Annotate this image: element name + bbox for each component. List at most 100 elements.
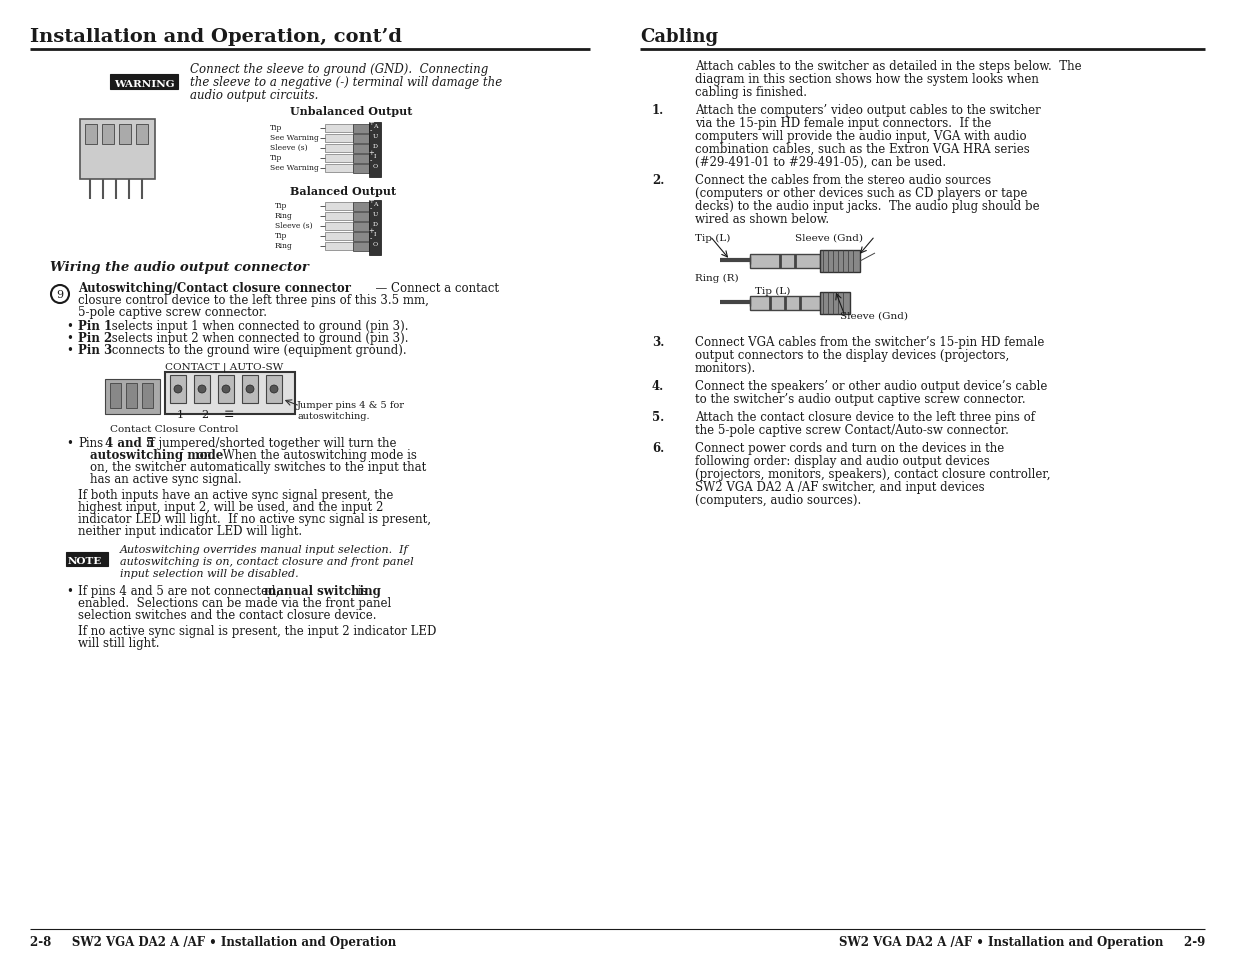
Bar [170, 375, 186, 403]
Bar [353, 233, 369, 242]
Text: U: U [373, 133, 378, 139]
Text: Ring: Ring [275, 242, 293, 250]
Bar [325, 203, 353, 211]
Text: +: + [368, 149, 374, 157]
Text: 5-pole captive screw connector.: 5-pole captive screw connector. [78, 306, 267, 318]
Text: Connect the cables from the stereo audio sources: Connect the cables from the stereo audio… [695, 173, 992, 187]
Bar [750, 254, 820, 269]
Text: WARNING: WARNING [114, 80, 174, 89]
Text: -: - [369, 127, 372, 135]
Text: Jumper pins 4 & 5 for: Jumper pins 4 & 5 for [296, 400, 405, 410]
Text: If both inputs have an active sync signal present, the: If both inputs have an active sync signa… [78, 489, 394, 501]
Bar [353, 165, 369, 173]
Bar [136, 125, 148, 145]
Text: indicator LED will light.  If no active sync signal is present,: indicator LED will light. If no active s… [78, 513, 431, 525]
Text: -: - [369, 205, 372, 213]
Text: Autoswitching/Contact closure connector: Autoswitching/Contact closure connector [78, 282, 351, 294]
Bar [353, 213, 369, 222]
Text: combination cables, such as the Extron VGA HRA series: combination cables, such as the Extron V… [695, 143, 1030, 156]
Bar [105, 379, 161, 415]
Text: input selection will be disabled.: input selection will be disabled. [120, 568, 299, 578]
Bar [110, 75, 178, 90]
Text: SW2 VGA DA2 A /AF • Installation and Operation     2-9: SW2 VGA DA2 A /AF • Installation and Ope… [839, 935, 1205, 948]
Text: O: O [373, 164, 378, 169]
Text: 4 and 5: 4 and 5 [101, 436, 154, 450]
Text: +: + [368, 119, 374, 127]
Bar [103, 125, 114, 145]
Text: (computers or other devices such as CD players or tape: (computers or other devices such as CD p… [695, 187, 1028, 200]
Text: -: - [369, 157, 372, 165]
Text: Cabling: Cabling [640, 28, 718, 46]
Text: on, the switcher automatically switches to the input that: on, the switcher automatically switches … [90, 460, 426, 474]
Text: Attach cables to the switcher as detailed in the steps below.  The: Attach cables to the switcher as detaile… [695, 60, 1082, 73]
Text: diagram in this section shows how the system looks when: diagram in this section shows how the sy… [695, 73, 1039, 86]
Text: If no active sync signal is present, the input 2 indicator LED: If no active sync signal is present, the… [78, 624, 436, 638]
Text: Ring (R): Ring (R) [695, 274, 739, 283]
Text: O: O [373, 242, 378, 247]
Text: is: is [354, 584, 368, 598]
Text: Sleeve (s): Sleeve (s) [275, 222, 312, 230]
Text: Pin 3: Pin 3 [78, 344, 112, 356]
Bar [85, 125, 98, 145]
Bar [194, 375, 210, 403]
Text: Balanced Output: Balanced Output [290, 186, 396, 196]
Text: Sleeve (Gnd): Sleeve (Gnd) [840, 312, 908, 320]
Bar [325, 154, 353, 163]
Text: selects input 2 when connected to ground (pin 3).: selects input 2 when connected to ground… [107, 332, 409, 345]
Text: Sleeve (s): Sleeve (s) [270, 144, 308, 152]
Text: monitors).: monitors). [695, 361, 756, 375]
Text: will still light.: will still light. [78, 637, 159, 649]
Text: output connectors to the display devices (projectors,: output connectors to the display devices… [695, 349, 1009, 361]
Text: closure control device to the left three pins of this 3.5 mm,: closure control device to the left three… [78, 294, 429, 307]
Bar [165, 373, 295, 415]
Text: See Warning: See Warning [270, 133, 319, 142]
Text: +: + [368, 196, 374, 205]
Text: Pin 2: Pin 2 [78, 332, 112, 345]
Bar [353, 154, 369, 164]
Text: ≡: ≡ [224, 408, 235, 420]
Bar [325, 135, 353, 143]
Text: 5.: 5. [652, 411, 664, 423]
Text: the 5-pole captive screw Contact/Auto-sw connector.: the 5-pole captive screw Contact/Auto-sw… [695, 423, 1009, 436]
Text: Tip: Tip [270, 124, 283, 132]
Bar [353, 135, 369, 144]
Text: on.  When the autoswitching mode is: on. When the autoswitching mode is [193, 449, 417, 461]
Bar [353, 203, 369, 212]
Text: wired as shown below.: wired as shown below. [695, 213, 829, 226]
Text: Pin 1: Pin 1 [78, 319, 112, 333]
Text: 2: 2 [201, 410, 209, 419]
Text: enabled.  Selections can be made via the front panel: enabled. Selections can be made via the … [78, 597, 391, 609]
Bar [325, 165, 353, 172]
Text: •: • [65, 436, 73, 450]
Text: via the 15-pin HD female input connectors.  If the: via the 15-pin HD female input connector… [695, 117, 992, 130]
Bar [820, 293, 850, 314]
Text: decks) to the audio input jacks.  The audio plug should be: decks) to the audio input jacks. The aud… [695, 200, 1040, 213]
Bar [353, 223, 369, 232]
Text: Attach the computers’ video output cables to the switcher: Attach the computers’ video output cable… [695, 104, 1041, 117]
Text: I: I [374, 232, 377, 236]
Bar [353, 145, 369, 153]
Text: Attach the contact closure device to the left three pins of: Attach the contact closure device to the… [695, 411, 1035, 423]
Text: neither input indicator LED will light.: neither input indicator LED will light. [78, 524, 303, 537]
Text: following order: display and audio output devices: following order: display and audio outpu… [695, 455, 989, 468]
Text: highest input, input 2, will be used, and the input 2: highest input, input 2, will be used, an… [78, 500, 383, 514]
Bar [820, 251, 860, 273]
Bar [325, 233, 353, 241]
Text: 6.: 6. [652, 441, 664, 455]
Text: 1: 1 [177, 410, 184, 419]
Bar [266, 375, 282, 403]
Text: Wiring the audio output connector: Wiring the audio output connector [49, 261, 309, 274]
Text: 1.: 1. [652, 104, 664, 117]
Bar [325, 125, 353, 132]
Bar [325, 223, 353, 231]
Text: Ring: Ring [275, 212, 293, 220]
Text: 4.: 4. [652, 379, 664, 393]
Circle shape [174, 386, 182, 394]
Text: 2-8     SW2 VGA DA2 A /AF • Installation and Operation: 2-8 SW2 VGA DA2 A /AF • Installation and… [30, 935, 396, 948]
Text: •: • [65, 319, 73, 333]
Text: Unbalanced Output: Unbalanced Output [290, 106, 412, 117]
Text: (projectors, monitors, speakers), contact closure controller,: (projectors, monitors, speakers), contac… [695, 468, 1051, 480]
Bar [80, 120, 156, 180]
Text: has an active sync signal.: has an active sync signal. [90, 473, 242, 485]
Text: See Warning: See Warning [270, 164, 319, 172]
